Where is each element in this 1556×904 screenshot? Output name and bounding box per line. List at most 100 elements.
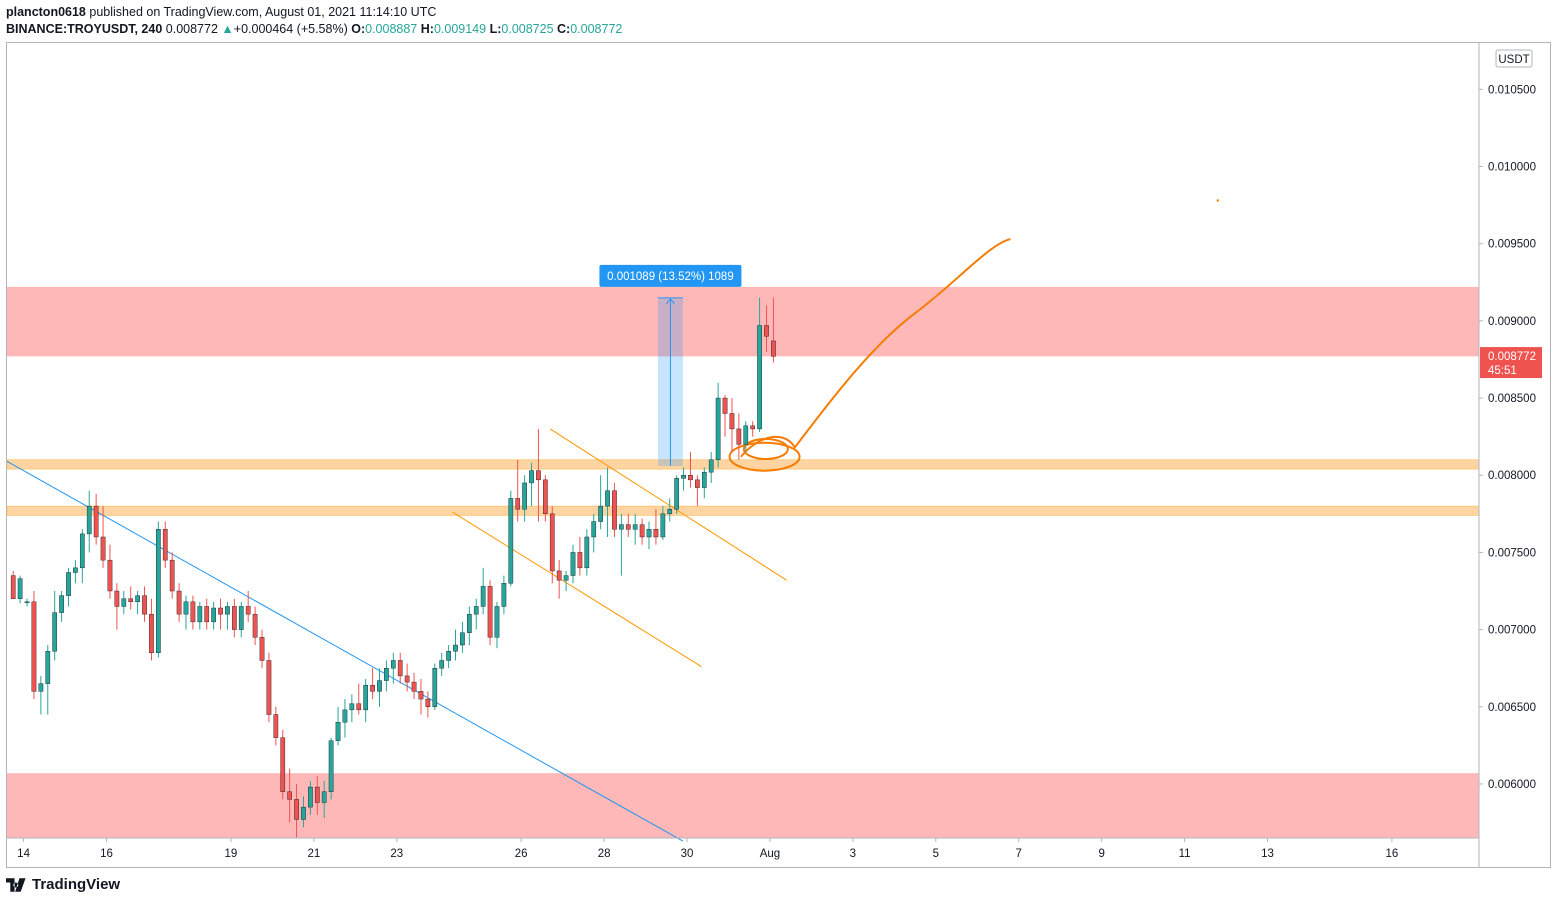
candle-body <box>418 691 424 700</box>
candle <box>480 567 486 615</box>
time-tick-label: 26 <box>515 848 528 860</box>
candle-body <box>280 737 286 792</box>
low-value: 0.008725 <box>501 22 554 36</box>
symbol-label: BINANCE:TROYUSDT, 240 <box>6 22 163 36</box>
candle <box>729 398 735 453</box>
candle <box>93 493 99 545</box>
candle <box>100 506 106 568</box>
high-value: 0.009149 <box>433 22 487 36</box>
candle <box>349 694 355 723</box>
candle-body <box>639 524 645 538</box>
candle <box>183 595 189 630</box>
candle <box>764 305 769 352</box>
candle <box>695 475 700 507</box>
candle-body <box>446 651 451 661</box>
candle-body <box>612 490 617 530</box>
candle <box>238 601 244 638</box>
chart-header: plancton0618 published on TradingView.co… <box>6 4 622 38</box>
candle <box>625 513 631 537</box>
candle-body <box>404 675 410 683</box>
candle-body <box>432 667 438 707</box>
measure-arrow-head <box>666 298 675 305</box>
publish-info: published on TradingView.com, August 01,… <box>89 5 437 19</box>
candle-body <box>259 637 265 661</box>
candle <box>653 509 659 545</box>
candle <box>73 560 78 584</box>
candle <box>584 529 590 576</box>
candle-body <box>38 683 44 692</box>
candle <box>757 297 762 433</box>
footer-brand[interactable]: TradingView <box>32 876 121 893</box>
candle <box>280 729 286 800</box>
candle-body <box>384 667 389 681</box>
candle <box>515 459 521 522</box>
candle <box>722 394 728 437</box>
candle-body <box>473 606 479 615</box>
channel-lower-line <box>452 511 702 668</box>
candle <box>522 475 527 522</box>
candle <box>169 552 175 599</box>
time-tick-label: 21 <box>307 848 320 860</box>
candle-body <box>439 660 445 669</box>
candle-body <box>625 524 631 530</box>
candle-body <box>156 529 161 653</box>
resistance-zone <box>7 286 1479 357</box>
candle <box>335 706 341 746</box>
candle <box>176 583 182 622</box>
candle <box>59 591 64 622</box>
currency-badge <box>1495 49 1533 68</box>
tradingview-logo-icon <box>6 877 26 892</box>
candle <box>508 490 514 587</box>
candle-body <box>377 680 382 692</box>
candle <box>487 580 493 646</box>
price-tick-label: 0.008500 <box>1488 393 1536 405</box>
time-tick-label: 3 <box>850 848 856 860</box>
candle <box>646 521 652 550</box>
candle-body <box>287 791 292 800</box>
candle <box>38 675 44 715</box>
candle-body <box>93 505 99 538</box>
candle-body <box>480 586 486 607</box>
candle <box>86 490 92 553</box>
candle <box>308 780 313 815</box>
candle-body <box>701 471 707 488</box>
price-tick-label: 0.006000 <box>1488 779 1536 791</box>
candle-body <box>356 703 362 711</box>
drawings-layer: 0.001089 (13.52%) 1089 <box>6 199 1219 842</box>
candle <box>701 467 707 499</box>
candle <box>259 629 265 669</box>
candle <box>715 382 721 468</box>
candle-body <box>729 413 735 430</box>
candle <box>225 601 230 630</box>
candle <box>370 668 375 700</box>
candle-body <box>570 552 576 576</box>
candle-body <box>100 536 106 561</box>
candle <box>31 591 37 700</box>
candle-body <box>107 559 113 592</box>
candle-body <box>397 660 403 677</box>
candle-body <box>646 529 652 538</box>
time-tick-label: 5 <box>933 848 939 860</box>
zones-layer <box>6 286 1480 838</box>
candle <box>114 583 120 630</box>
author-name[interactable]: plancton0618 <box>6 5 86 19</box>
candle <box>536 428 541 522</box>
candle-body <box>715 397 721 460</box>
candle-body <box>301 806 306 820</box>
candle <box>45 645 51 715</box>
resistance-zone <box>7 773 1479 838</box>
price-tag <box>1480 347 1542 379</box>
candle-body <box>688 475 693 481</box>
open-value: 0.008887 <box>365 22 418 36</box>
price-tick-label: 0.009500 <box>1488 239 1536 251</box>
time-tick-label: 30 <box>681 848 694 860</box>
candle-body <box>308 786 313 808</box>
candle-body <box>390 660 396 669</box>
candle <box>708 452 714 483</box>
candle <box>460 621 465 653</box>
candle <box>743 421 749 453</box>
ohlc-line: BINANCE:TROYUSDT, 240 0.008772 ▲+0.00046… <box>6 21 622 38</box>
candle-body <box>508 498 514 584</box>
candle-body <box>294 799 299 820</box>
